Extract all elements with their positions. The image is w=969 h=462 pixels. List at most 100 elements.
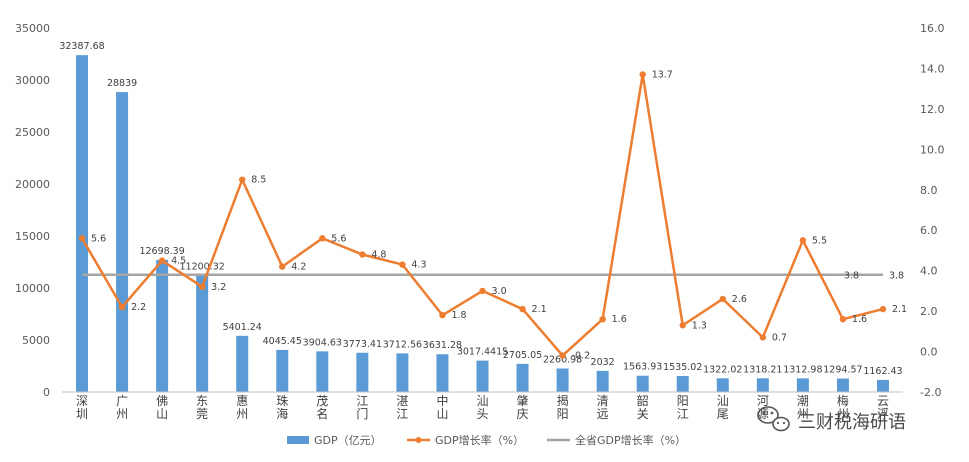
growth-point xyxy=(639,71,646,78)
category-label: 汕头 xyxy=(476,394,488,421)
gdp-bar-label: 3904.63 xyxy=(303,337,342,348)
gdp-bar-label: 1162.43 xyxy=(863,366,902,377)
growth-point-label: 4.2 xyxy=(291,262,306,273)
gdp-bar xyxy=(156,259,169,392)
growth-point xyxy=(719,295,726,303)
growth-point xyxy=(879,305,887,313)
category-label: 揭阳 xyxy=(557,393,569,421)
gdp-bar xyxy=(236,335,249,392)
gdp-bar-label: 2260.98 xyxy=(543,354,582,365)
gdp-bar-label: 2705.05 xyxy=(503,350,542,361)
category-label: 东莞 xyxy=(196,394,208,421)
growth-point xyxy=(559,352,566,359)
growth-point-label: 2.2 xyxy=(131,302,146,313)
category-label: 深圳 xyxy=(76,394,88,421)
y-left-axis: 0 5000 10000 15000 20000 25000 30000 35000 xyxy=(15,22,50,399)
category-label: 肇庆 xyxy=(517,393,529,421)
gdp-bars xyxy=(76,55,889,393)
growth-point-label: 1.6 xyxy=(852,314,867,325)
growth-point-label: 5.5 xyxy=(812,235,827,246)
y-right-tick-label: 0.0 xyxy=(920,346,938,359)
growth-point-label: 3.0 xyxy=(492,286,507,297)
gdp-bar xyxy=(196,275,209,392)
category-label: 梅州 xyxy=(837,393,849,421)
growth-point-label: 2.1 xyxy=(532,304,547,315)
y-right-tick-label: 10.0 xyxy=(920,143,945,156)
gdp-bar xyxy=(436,354,449,392)
growth-point-label: -0.2 xyxy=(572,351,591,362)
gdp-bar-label: 28839 xyxy=(107,78,137,89)
category-label: 河源 xyxy=(757,394,769,421)
legend-item-province: 全省GDP增长率（%） xyxy=(547,433,686,447)
gdp-bar-label: 32387.68 xyxy=(59,41,104,52)
gdp-bar-label: 1318.21 xyxy=(743,364,782,375)
gdp-bar-label: 11200.32 xyxy=(179,262,224,273)
growth-point xyxy=(519,305,526,313)
growth-point xyxy=(239,176,246,183)
growth-point xyxy=(399,261,406,268)
gdp-bar xyxy=(716,378,729,392)
gdp-bar xyxy=(396,353,409,392)
gdp-bar-label: 3631.28 xyxy=(423,340,462,351)
gdp-bar xyxy=(476,360,489,392)
legend-label-province: 全省GDP增长率（%） xyxy=(575,433,686,447)
city-growth-line: 5.6 2.2 4.5 3.2 8.5 4.2 5.6 4.8 4.3 1.8 3.0 2.1 -0.2… xyxy=(78,70,907,362)
gdp-bar xyxy=(516,363,529,392)
y-right-tick-label: 16.0 xyxy=(920,22,945,35)
growth-point xyxy=(759,334,767,341)
growth-point xyxy=(319,235,326,242)
category-label: 湛江 xyxy=(396,394,408,421)
growth-point-label: 1.8 xyxy=(451,310,466,321)
growth-point-label: 5.6 xyxy=(331,233,346,244)
y-right-tick-label: 12.0 xyxy=(920,103,945,116)
growth-point-label: 1.6 xyxy=(612,314,627,325)
growth-point xyxy=(799,237,807,244)
province-growth-label: 3.8 xyxy=(889,271,904,282)
y-left-tick-label: 10000 xyxy=(15,282,50,295)
growth-point xyxy=(439,311,446,319)
y-left-tick-label: 20000 xyxy=(15,178,50,191)
category-label: 汕尾 xyxy=(717,394,729,421)
gdp-bar-label: 1312.98 xyxy=(783,364,822,375)
gdp-bar-label: 3017.4415 xyxy=(457,347,508,358)
growth-point-label: 4.8 xyxy=(371,249,386,260)
legend-label-gdp: GDP（亿元） xyxy=(314,434,382,447)
watermark-text: 三财税海研语 xyxy=(798,412,906,433)
gdp-bar-label: 1563.93 xyxy=(623,362,662,373)
gdp-bar xyxy=(76,55,89,393)
growth-point-label: 2.1 xyxy=(892,304,907,315)
gdp-bar xyxy=(796,378,809,392)
category-label: 中山 xyxy=(436,393,448,421)
growth-point xyxy=(679,322,686,329)
legend-item-gdp: GDP（亿元） xyxy=(287,434,382,447)
category-label: 清远 xyxy=(597,394,609,421)
y-left-tick-label: 25000 xyxy=(15,126,50,139)
legend-label-growth: GDP增长率（%） xyxy=(435,433,524,447)
growth-point-label: 5.6 xyxy=(91,233,106,244)
category-label: 潮州 xyxy=(797,393,809,421)
y-left-tick-label: 35000 xyxy=(15,22,50,35)
growth-point xyxy=(479,287,486,295)
y-right-axis: -2.0 0.0 2.0 4.0 6.0 8.0 10.0 12.0 14.0 16.0 xyxy=(920,22,945,399)
legend: GDP（亿元） GDP增长率（%） 全省GDP增长率（%） xyxy=(287,433,686,447)
y-right-tick-label: 14.0 xyxy=(920,62,945,75)
province-growth-label: 3.8 xyxy=(844,271,859,282)
growth-point-label: 0.7 xyxy=(772,332,787,343)
gdp-bar-label: 3712.56 xyxy=(383,339,422,350)
gdp-bar-label: 5401.24 xyxy=(223,322,262,333)
gdp-bar xyxy=(676,376,689,392)
y-right-tick-label: 8.0 xyxy=(920,184,938,197)
watermark: 三财税海研语 xyxy=(757,406,906,433)
y-right-tick-label: -2.0 xyxy=(920,386,941,399)
growth-point xyxy=(839,316,847,323)
growth-point xyxy=(279,263,286,270)
category-label: 云浮 xyxy=(877,394,889,421)
growth-point xyxy=(78,235,86,242)
legend-item-growth: GDP增长率（%） xyxy=(407,433,524,447)
gdp-bar xyxy=(276,349,289,392)
growth-point xyxy=(359,251,366,258)
y-right-tick-label: 2.0 xyxy=(920,305,938,318)
growth-point-label: 8.5 xyxy=(251,175,266,186)
gdp-bar xyxy=(556,368,569,392)
